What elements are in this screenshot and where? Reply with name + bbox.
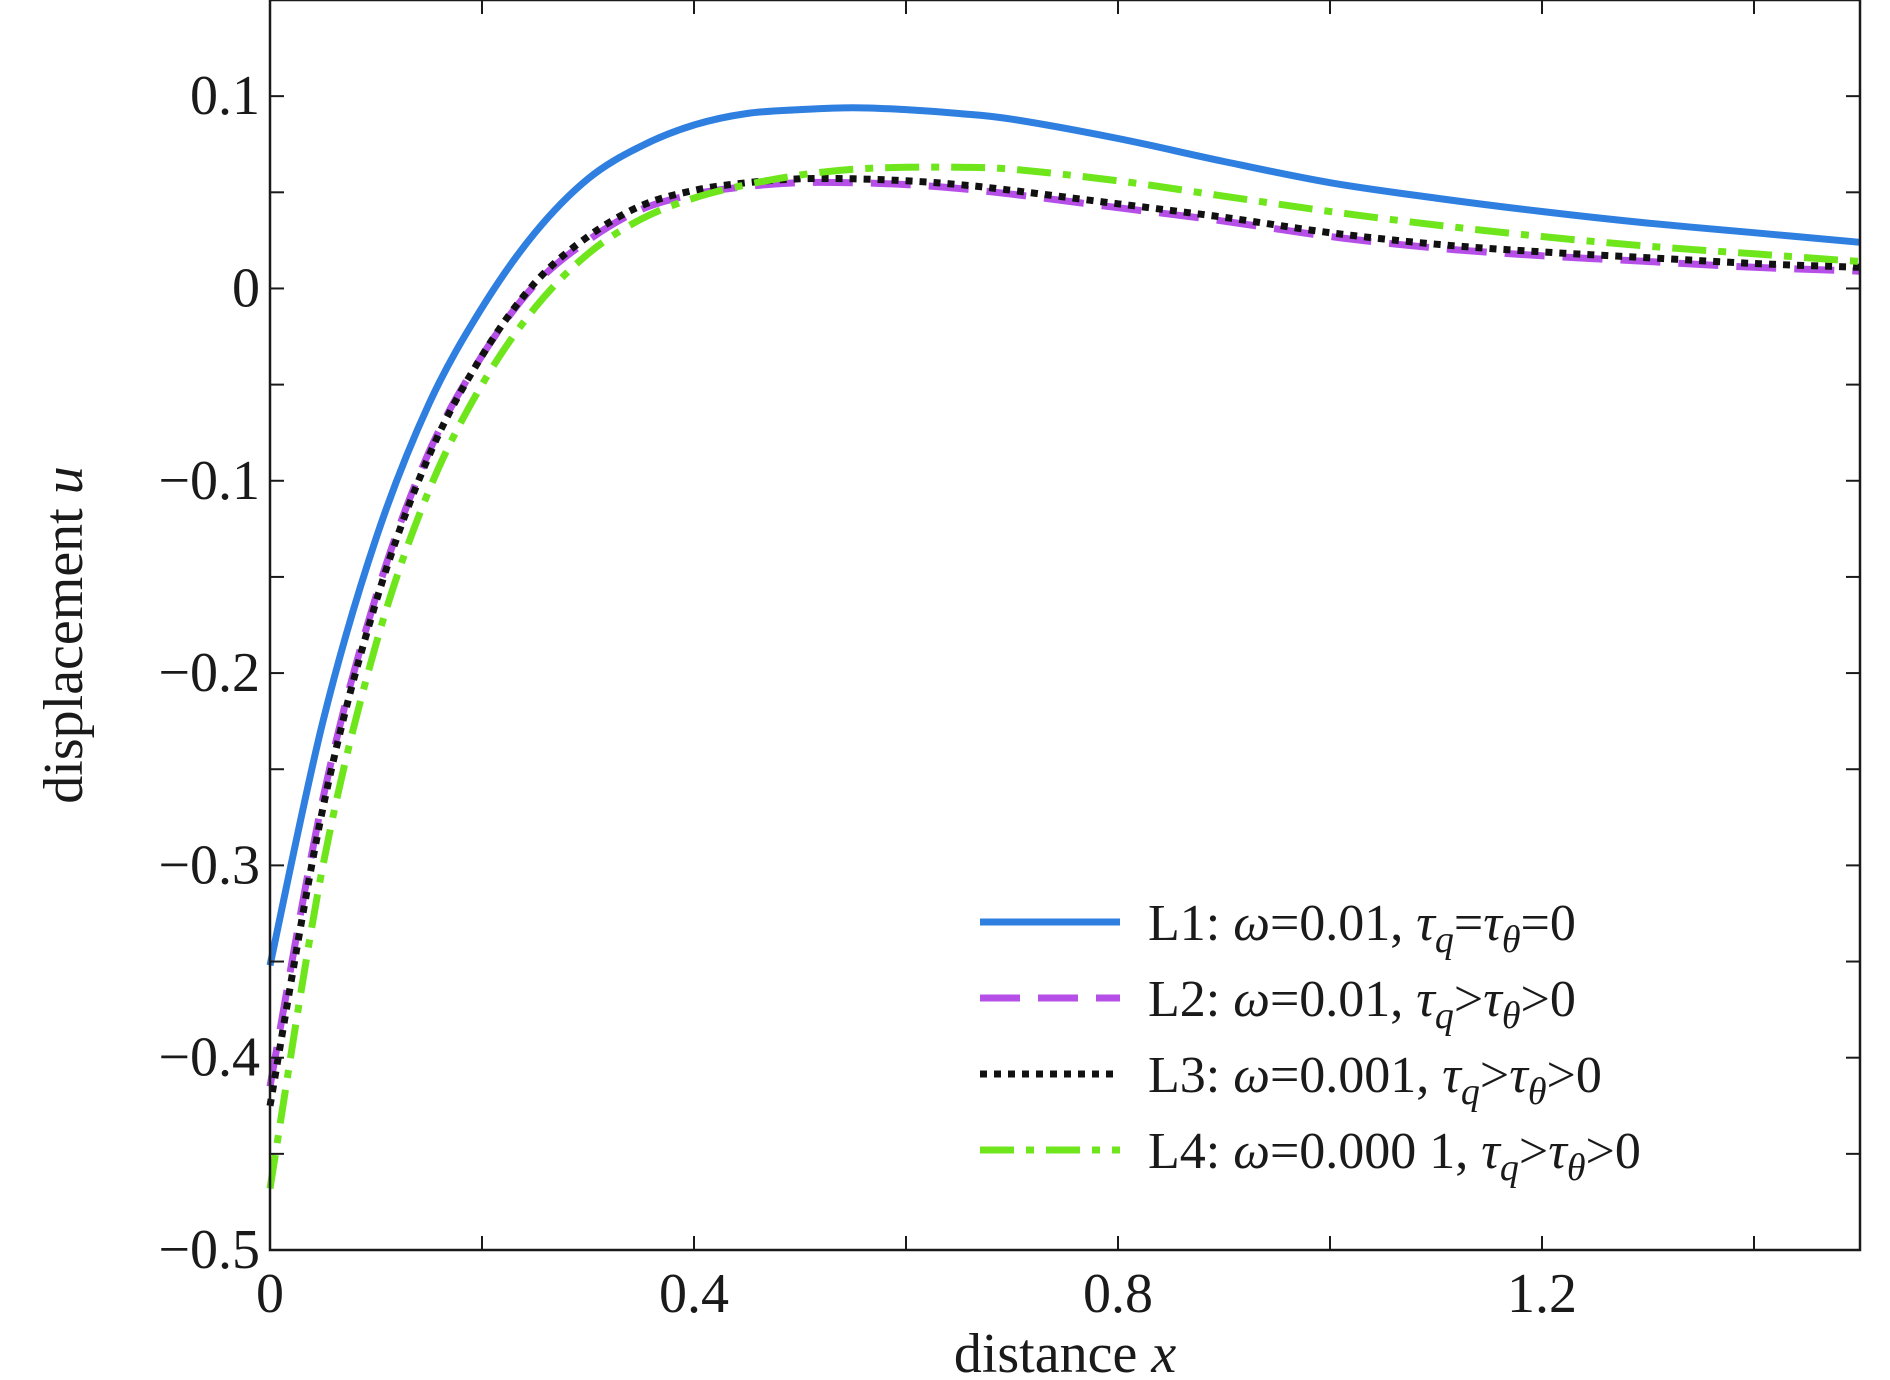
y-axis-title-symbol: u xyxy=(33,466,95,494)
x-tick-label: 0 xyxy=(256,1263,284,1325)
x-tick-label: 1.2 xyxy=(1507,1263,1577,1325)
x-axis-title-symbol: x xyxy=(1150,1323,1176,1380)
legend-text-part: τ xyxy=(1442,1047,1463,1104)
legend-text-part: > xyxy=(1480,1047,1509,1104)
legend-text-part: τ xyxy=(1483,895,1504,952)
series-line-1 xyxy=(266,104,1861,967)
legend-text-part: =0.000 1, xyxy=(1270,1123,1481,1180)
legend-label-1: L1: ω=0.01, τq=τθ=0 xyxy=(1148,895,1576,961)
legend-text-part: θ xyxy=(1502,919,1521,961)
series-line-4 xyxy=(266,163,1861,1190)
x-axis-title-text: distance xyxy=(954,1323,1151,1380)
y-tick-label: −0.5 xyxy=(158,1219,260,1281)
legend-text-part: τ xyxy=(1481,1123,1502,1180)
axis-ticks xyxy=(269,0,1860,1251)
legend-label-4: L4: ω=0.000 1, τq>τθ>0 xyxy=(1148,1123,1641,1189)
series-line-2 xyxy=(266,178,1861,1088)
legend-text-part: L1: xyxy=(1148,895,1233,952)
legend: L1: ω=0.01, τq=τθ=0L2: ω=0.01, τq>τθ>0L3… xyxy=(980,895,1641,1189)
legend-text-part: τ xyxy=(1509,1047,1530,1104)
series-line-3 xyxy=(266,174,1861,1107)
legend-text-part: =0.01, xyxy=(1270,971,1416,1028)
legend-text-part: q xyxy=(1500,1147,1519,1189)
legend-text-part: q xyxy=(1461,1071,1480,1113)
legend-text-part: L2: xyxy=(1148,971,1233,1028)
y-tick-label: 0 xyxy=(232,257,260,319)
legend-text-part: q xyxy=(1435,919,1454,961)
x-tick-label: 0.8 xyxy=(1083,1263,1153,1325)
legend-text-part: >0 xyxy=(1521,971,1576,1028)
y-tick-label: −0.4 xyxy=(158,1027,260,1089)
legend-text-part: L4: xyxy=(1148,1123,1233,1180)
y-tick-label: 0.1 xyxy=(190,65,260,127)
legend-text-part: > xyxy=(1454,971,1483,1028)
legend-text-part: q xyxy=(1435,995,1454,1037)
plot-frame xyxy=(268,0,1862,1252)
legend-text-part: =0 xyxy=(1521,895,1576,952)
legend-label-3: L3: ω=0.001, τq>τθ>0 xyxy=(1148,1047,1602,1113)
legend-text-part: ω xyxy=(1233,971,1270,1028)
tick-labels: −0.5 −0.4 −0.3 −0.2 −0.1 0 0.1 0 0.4 0.8 1.2 xyxy=(158,65,1577,1325)
legend-text-part: >0 xyxy=(1586,1123,1641,1180)
series-layer xyxy=(266,104,1861,1190)
y-tick-label: −0.3 xyxy=(158,834,260,896)
legend-text-part: L3: xyxy=(1148,1047,1233,1104)
x-axis-title: distance x xyxy=(954,1323,1176,1380)
y-tick-label: −0.1 xyxy=(158,450,260,512)
legend-text-part: ω xyxy=(1233,1047,1270,1104)
legend-text-part: τ xyxy=(1416,895,1437,952)
legend-text-part: ω xyxy=(1233,895,1270,952)
x-tick-label: 0.4 xyxy=(659,1263,729,1325)
y-axis-title: displacement u xyxy=(33,466,95,803)
legend-text-part: = xyxy=(1454,895,1483,952)
y-tick-label: −0.2 xyxy=(158,642,260,704)
legend-text-part: τ xyxy=(1548,1123,1569,1180)
legend-text-part: =0.001, xyxy=(1270,1047,1442,1104)
legend-text-part: >0 xyxy=(1547,1047,1602,1104)
legend-text-part: θ xyxy=(1528,1071,1547,1113)
legend-text-part: τ xyxy=(1416,971,1437,1028)
legend-text-part: θ xyxy=(1502,995,1521,1037)
legend-text-part: =0.01, xyxy=(1270,895,1416,952)
legend-label-2: L2: ω=0.01, τq>τθ>0 xyxy=(1148,971,1576,1037)
legend-text-part: > xyxy=(1519,1123,1548,1180)
legend-text-part: τ xyxy=(1483,971,1504,1028)
y-axis-title-text: displacement xyxy=(33,494,95,803)
legend-text-part: ω xyxy=(1233,1123,1270,1180)
legend-text-part: θ xyxy=(1567,1147,1586,1189)
